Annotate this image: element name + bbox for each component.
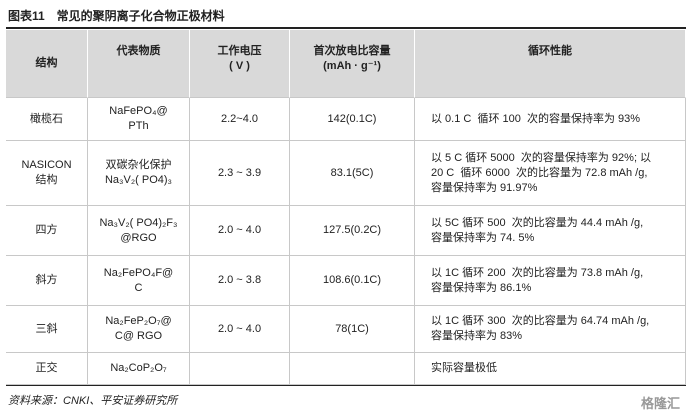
cell-line: 容量保持率为 83% [431, 330, 523, 342]
cell-line: @RGO [120, 231, 157, 244]
table-cell [290, 353, 415, 385]
cell-line: 20 C 循环 6000 次的比容量为 72.8 mAh /g, [431, 166, 648, 179]
cell-line: Na₃V₂( PO4)₂F₃ [99, 216, 178, 229]
cell-line: 2.0 ~ 4.0 [217, 224, 262, 236]
table-cell: 2.3 ~ 3.9 [190, 141, 290, 206]
cell-line: Na₂FePO₄F@ [103, 266, 174, 279]
cell-line: 2.2~4.0 [220, 112, 258, 125]
cell-line: 78(1C) [335, 322, 369, 335]
cell-line: 容量保持率为 74. 5% [431, 231, 535, 244]
cell-line: Na₃V₂( PO4)₃ [104, 174, 173, 186]
cell-line: 2.0 ~ 4.0 [217, 322, 262, 335]
cell-line: 代表物质 [116, 45, 161, 57]
table-cell: 2.0 ~ 3.8 [190, 256, 290, 306]
table-cell: 127.5(0.2C) [290, 206, 415, 256]
cell-line: 容量保持率为 91.97% [431, 181, 538, 194]
cell-line: C [134, 281, 143, 294]
table-cell: 以 1C 循环 300 次的比容量为 64.74 mAh /g, 容量保持率为 8… [415, 306, 686, 353]
cell-line: 实际容量极低 [431, 362, 497, 374]
cell-line: 橄榄石 [30, 112, 63, 125]
table-cell: Na₂FePO₄F@ C [88, 256, 190, 306]
table-cell: 2.0 ~ 4.0 [190, 206, 290, 256]
cell-line: 工作电压 [217, 45, 262, 57]
table-cell: 三斜 [6, 306, 88, 353]
cell-line: 以 1C 循环 200 次的比容量为 73.8 mAh /g, [431, 266, 644, 279]
cell-line: NaFePO₄@ [109, 105, 168, 117]
title-rule [6, 27, 686, 29]
table-cell: 正交 [6, 353, 88, 385]
source: 资料来源：CNKI、平安证券研究所 [8, 395, 178, 407]
table-cell: 斜方 [6, 256, 88, 306]
cell-line: ( V ) [229, 60, 250, 72]
cell-line: 三斜 [35, 322, 58, 335]
cell-line: 首次放电比容量 [313, 45, 391, 57]
table-cell: 2.0 ~ 4.0 [190, 306, 290, 353]
table-cell: 实际容量极低 [415, 353, 686, 385]
cell-line: 83.1(5C) [330, 166, 374, 179]
table-cell: 以 1C 循环 200 次的比容量为 73.8 mAh /g, 容量保持率为 86… [415, 256, 686, 306]
table-cell: Na₃V₂( PO4)₂F₃ @RGO [88, 206, 190, 256]
cell-line: NASICON [21, 159, 72, 171]
header-cell: 首次放电比容量 (mAh · g⁻¹) [290, 30, 415, 98]
header-cell: 循环性能 [415, 30, 686, 98]
cell-line: 127.5(0.2C) [322, 224, 382, 236]
table-cell: NaFePO₄@ PTh [88, 98, 190, 141]
header-cell: 结构 [6, 30, 88, 98]
table-cell: 142(0.1C) [290, 98, 415, 141]
cell-line: Na₂FeP₂O₇@ [105, 315, 172, 327]
table-cell [190, 353, 290, 385]
table-cell: 2.2~4.0 [190, 98, 290, 141]
cell-line: 斜方 [35, 274, 58, 286]
watermark: 格隆汇 [640, 396, 680, 411]
cell-line: 以 0.1 C 循环 100 次的容量保持率为 93% [431, 112, 641, 125]
cell-line: 以 1C 循环 300 次的比容量为 64.74 mAh /g, [431, 315, 650, 327]
title: 图表11 常见的聚阴离子化合物正极材料 [8, 9, 225, 23]
cell-line: (mAh · g⁻¹) [323, 60, 381, 72]
cell-line: Na₂CoP₂O₇ [110, 362, 167, 374]
table-cell: NASICON 结构 [6, 141, 88, 206]
table-cell: Na₂FeP₂O₇@ C@ RGO [88, 306, 190, 353]
header-cell: 代表物质 [88, 30, 190, 98]
cell-line: 108.6(0.1C) [322, 274, 382, 286]
cell-line: 循环性能 [528, 45, 572, 57]
table-cell: 以 0.1 C 循环 100 次的容量保持率为 93% [415, 98, 686, 141]
table-cell: 108.6(0.1C) [290, 256, 415, 306]
cell-line: 2.3 ~ 3.9 [217, 166, 262, 179]
cell-line: 容量保持率为 86.1% [431, 281, 532, 294]
table-cell: 以 5 C 循环 5000 次的容量保持率为 92%; 以 20 C 循环 600… [415, 141, 686, 206]
cell-line: 以 5C 循环 500 次的比容量为 44.4 mAh /g, [431, 216, 644, 229]
cell-line: 正交 [35, 362, 58, 374]
cell-line: 结构 [35, 57, 58, 69]
table-cell: 83.1(5C) [290, 141, 415, 206]
cell-line: 双碳杂化保护 [105, 159, 172, 171]
table-cell: 橄榄石 [6, 98, 88, 141]
cell-line: PTh [128, 120, 149, 132]
cell-line: 2.0 ~ 3.8 [217, 274, 262, 286]
cell-line: 142(0.1C) [327, 112, 377, 125]
table-cell: 以 5C 循环 500 次的比容量为 44.4 mAh /g, 容量保持率为 74… [415, 206, 686, 256]
header-cell: 工作电压 ( V ) [190, 30, 290, 98]
table-cell: 四方 [6, 206, 88, 256]
bottom-rule [6, 385, 686, 386]
cell-line: 四方 [35, 224, 58, 236]
cell-line: 以 5 C 循环 5000 次的容量保持率为 92%; 以 [431, 151, 652, 164]
cell-line: 结构 [35, 174, 58, 186]
table-cell: 双碳杂化保护 Na₃V₂( PO4)₃ [88, 141, 190, 206]
table-cell: Na₂CoP₂O₇ [88, 353, 190, 385]
table-cell: 78(1C) [290, 306, 415, 353]
cell-line: C@ RGO [114, 330, 163, 342]
